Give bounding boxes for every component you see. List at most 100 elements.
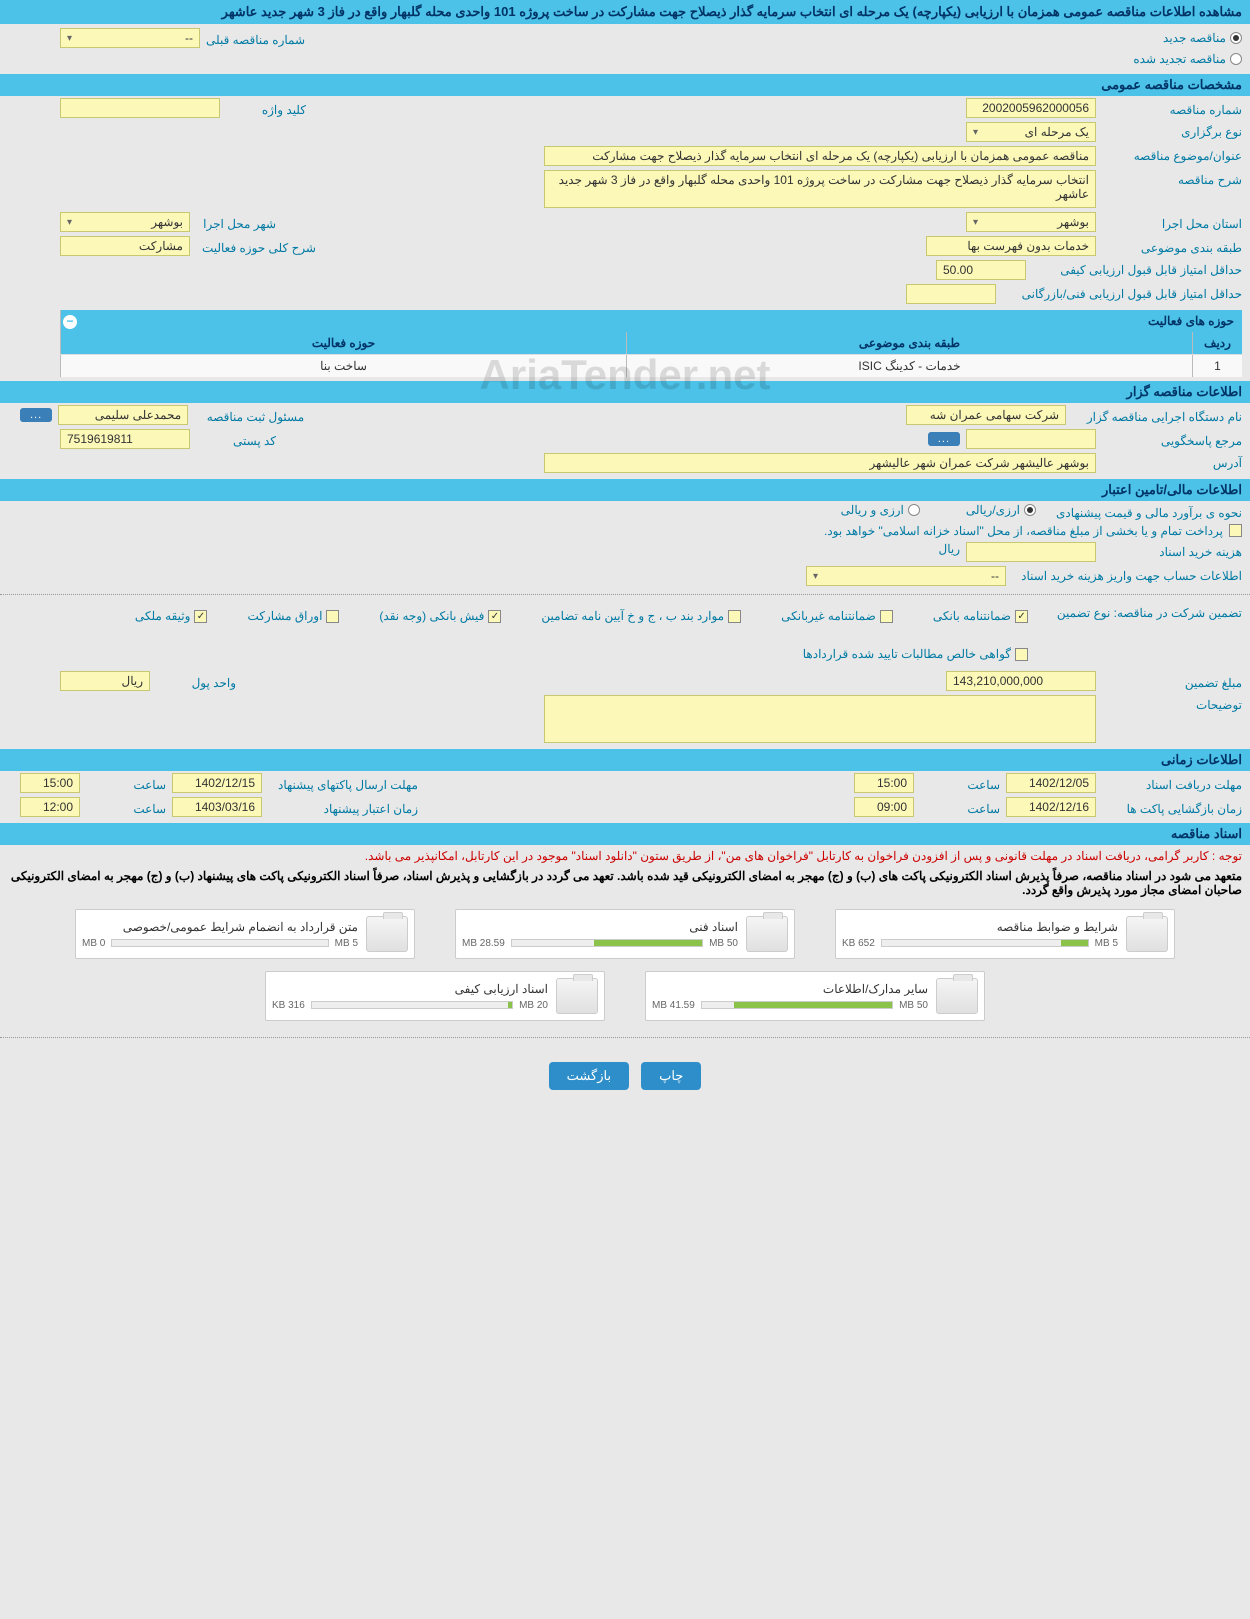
- check-label: ضمانتنامه غیربانکی: [781, 609, 876, 623]
- province-label: استان محل اجرا: [1102, 214, 1242, 231]
- account-label: اطلاعات حساب جهت واریز هزینه خرید اسناد: [1012, 566, 1242, 583]
- divider: [0, 1037, 1250, 1038]
- checkbox-icon: [488, 610, 501, 623]
- check-bonds[interactable]: اوراق مشارکت: [247, 609, 339, 623]
- radio-rial-label: ارزی/ریالی: [966, 503, 1020, 517]
- doc-cost-field[interactable]: [966, 542, 1096, 562]
- radio-currency[interactable]: ارزی و ریالی: [841, 503, 920, 517]
- topic-class-field: خدمات بدون فهرست بها: [926, 236, 1096, 256]
- checkbox-icon: [1015, 610, 1028, 623]
- folder-icon: [556, 978, 598, 1014]
- doc-title: متن قرارداد به انضمام شرایط عمومی/خصوصی: [82, 920, 358, 934]
- min-tech-score-label: حداقل امتیاز قابل قبول ارزیابی فنی/بازرگ…: [1002, 284, 1242, 301]
- doc-total: 5 MB: [1095, 938, 1118, 949]
- doc-card[interactable]: اسناد فنی50 MB28.59 MB: [455, 909, 795, 959]
- min-tech-score-field[interactable]: [906, 284, 996, 304]
- scope-desc-label: شرح کلی حوزه فعالیت: [196, 238, 316, 255]
- section-financial: اطلاعات مالی/تامین اعتبار: [0, 479, 1250, 501]
- time-label: ساعت: [920, 775, 1000, 792]
- radio-icon: [908, 504, 920, 516]
- check-label: موارد بند ب ، ج و خ آیین نامه تضامین: [541, 609, 724, 623]
- docs-note-red: توجه : کاربر گرامی، دریافت اسناد در مهلت…: [0, 845, 1250, 867]
- desc-field: انتخاب سرمایه گذار ذیصلاح جهت مشارکت در …: [544, 170, 1096, 208]
- divider: [0, 594, 1250, 595]
- open-label: زمان بازگشایی پاکت ها: [1102, 799, 1242, 816]
- check-nonbank-guarantee[interactable]: ضمانتنامه غیربانکی: [781, 609, 893, 623]
- checkbox-icon: [326, 610, 339, 623]
- check-label: فیش بانکی (وجه نقد): [379, 609, 484, 623]
- print-button[interactable]: چاپ: [641, 1062, 701, 1090]
- currency-label: ریال: [938, 542, 960, 556]
- th-scope: حوزه فعالیت: [60, 332, 626, 354]
- validity-time: 12:00: [20, 797, 80, 817]
- guarantee-amount-label: مبلغ تضمین: [1102, 673, 1242, 690]
- doc-card[interactable]: سایر مدارک/اطلاعات50 MB41.59 MB: [645, 971, 985, 1021]
- submit-time: 15:00: [20, 773, 80, 793]
- tender-no-label: شماره مناقصه: [1102, 100, 1242, 117]
- postal-label: کد پستی: [196, 431, 276, 448]
- address-label: آدرس: [1102, 453, 1242, 470]
- receive-docs-date: 1402/12/05: [1006, 773, 1096, 793]
- collapse-icon[interactable]: −: [62, 314, 78, 330]
- address-field: بوشهر عالیشهر شرکت عمران شهر عالیشهر: [544, 453, 1096, 473]
- resp-label: مسئول ثبت مناقصه: [194, 407, 304, 424]
- tender-no-field: 2002005962000056: [966, 98, 1096, 118]
- chevron-down-icon: ▾: [67, 217, 72, 228]
- check-property[interactable]: وثیقه ملکی: [135, 609, 208, 623]
- submit-date: 1402/12/15: [172, 773, 262, 793]
- treasury-checkbox[interactable]: [1229, 524, 1242, 537]
- city-value: بوشهر: [151, 215, 183, 229]
- min-qual-score-field: 50.00: [936, 260, 1026, 280]
- cell-idx: 1: [1192, 355, 1242, 377]
- resp-lookup-button[interactable]: ...: [20, 408, 52, 422]
- doc-total: 50 MB: [709, 938, 738, 949]
- time-label: ساعت: [920, 799, 1000, 816]
- radio-currency-label: ارزی و ریالی: [841, 503, 904, 517]
- account-select[interactable]: -- ▾: [806, 566, 1006, 586]
- payment-note: پرداخت تمام و یا بخشی از مبلغ مناقصه، از…: [824, 524, 1223, 538]
- section-timing: اطلاعات زمانی: [0, 749, 1250, 771]
- receive-docs-label: مهلت دریافت اسناد: [1102, 775, 1242, 792]
- folder-icon: [366, 916, 408, 952]
- holding-type-select[interactable]: یک مرحله ای ▾: [966, 122, 1096, 142]
- radio-rial[interactable]: ارزی/ریالی: [966, 503, 1036, 517]
- checkbox-icon: [728, 610, 741, 623]
- check-regulation-items[interactable]: موارد بند ب ، ج و خ آیین نامه تضامین: [541, 609, 741, 623]
- th-idx: ردیف: [1192, 332, 1242, 354]
- doc-card[interactable]: شرایط و ضوابط مناقصه5 MB652 KB: [835, 909, 1175, 959]
- resp-field: محمدعلی سلیمی: [58, 405, 188, 425]
- radio-renewed-tender[interactable]: [1230, 53, 1242, 65]
- chevron-down-icon: ▾: [67, 33, 72, 44]
- method-label: نحوه ی برآورد مالی و قیمت پیشنهادی: [1042, 503, 1242, 520]
- back-button[interactable]: بازگشت: [549, 1062, 629, 1090]
- contact-field[interactable]: [966, 429, 1096, 449]
- radio-new-tender[interactable]: مناقصه جدید: [1163, 31, 1242, 45]
- holding-type-value: یک مرحله ای: [1025, 125, 1089, 139]
- receive-docs-time: 15:00: [854, 773, 914, 793]
- city-select[interactable]: بوشهر ▾: [60, 212, 190, 232]
- table-row: 1 خدمات - کدینگ ISIC ساخت بنا: [60, 354, 1242, 377]
- doc-card[interactable]: متن قرارداد به انضمام شرایط عمومی/خصوصی5…: [75, 909, 415, 959]
- check-bank-guarantee[interactable]: ضمانتنامه بانکی: [933, 609, 1028, 623]
- folder-icon: [1126, 916, 1168, 952]
- chevron-down-icon: ▾: [813, 571, 818, 582]
- prev-tender-no-select[interactable]: -- ▾: [60, 28, 200, 48]
- check-receivables[interactable]: گواهی خالص مطالبات تایید شده قراردادها: [803, 647, 1028, 661]
- contact-lookup-button[interactable]: ...: [928, 432, 960, 446]
- keyword-field[interactable]: [60, 98, 220, 118]
- unit-field: ریال: [60, 671, 150, 691]
- radio-label-renewed: مناقصه تجدید شده: [1133, 52, 1226, 66]
- check-label: گواهی خالص مطالبات تایید شده قراردادها: [803, 647, 1011, 661]
- province-select[interactable]: بوشهر ▾: [966, 212, 1096, 232]
- doc-cost-label: هزینه خرید اسناد: [1102, 542, 1242, 559]
- doc-card[interactable]: اسناد ارزیابی کیفی20 MB316 KB: [265, 971, 605, 1021]
- submit-label: مهلت ارسال پاکتهای پیشنهاد: [268, 775, 418, 792]
- remarks-field[interactable]: [544, 695, 1096, 743]
- subject-label: عنوان/موضوع مناقصه: [1102, 146, 1242, 163]
- folder-icon: [746, 916, 788, 952]
- progress-bar: [881, 939, 1089, 947]
- section-general: مشخصات مناقصه عمومی: [0, 74, 1250, 96]
- check-bank-receipt[interactable]: فیش بانکی (وجه نقد): [379, 609, 501, 623]
- docs-note-black: متعهد می شود در اسناد مناقصه، صرفاً پذیر…: [0, 867, 1250, 899]
- topic-class-label: طبقه بندی موضوعی: [1102, 238, 1242, 255]
